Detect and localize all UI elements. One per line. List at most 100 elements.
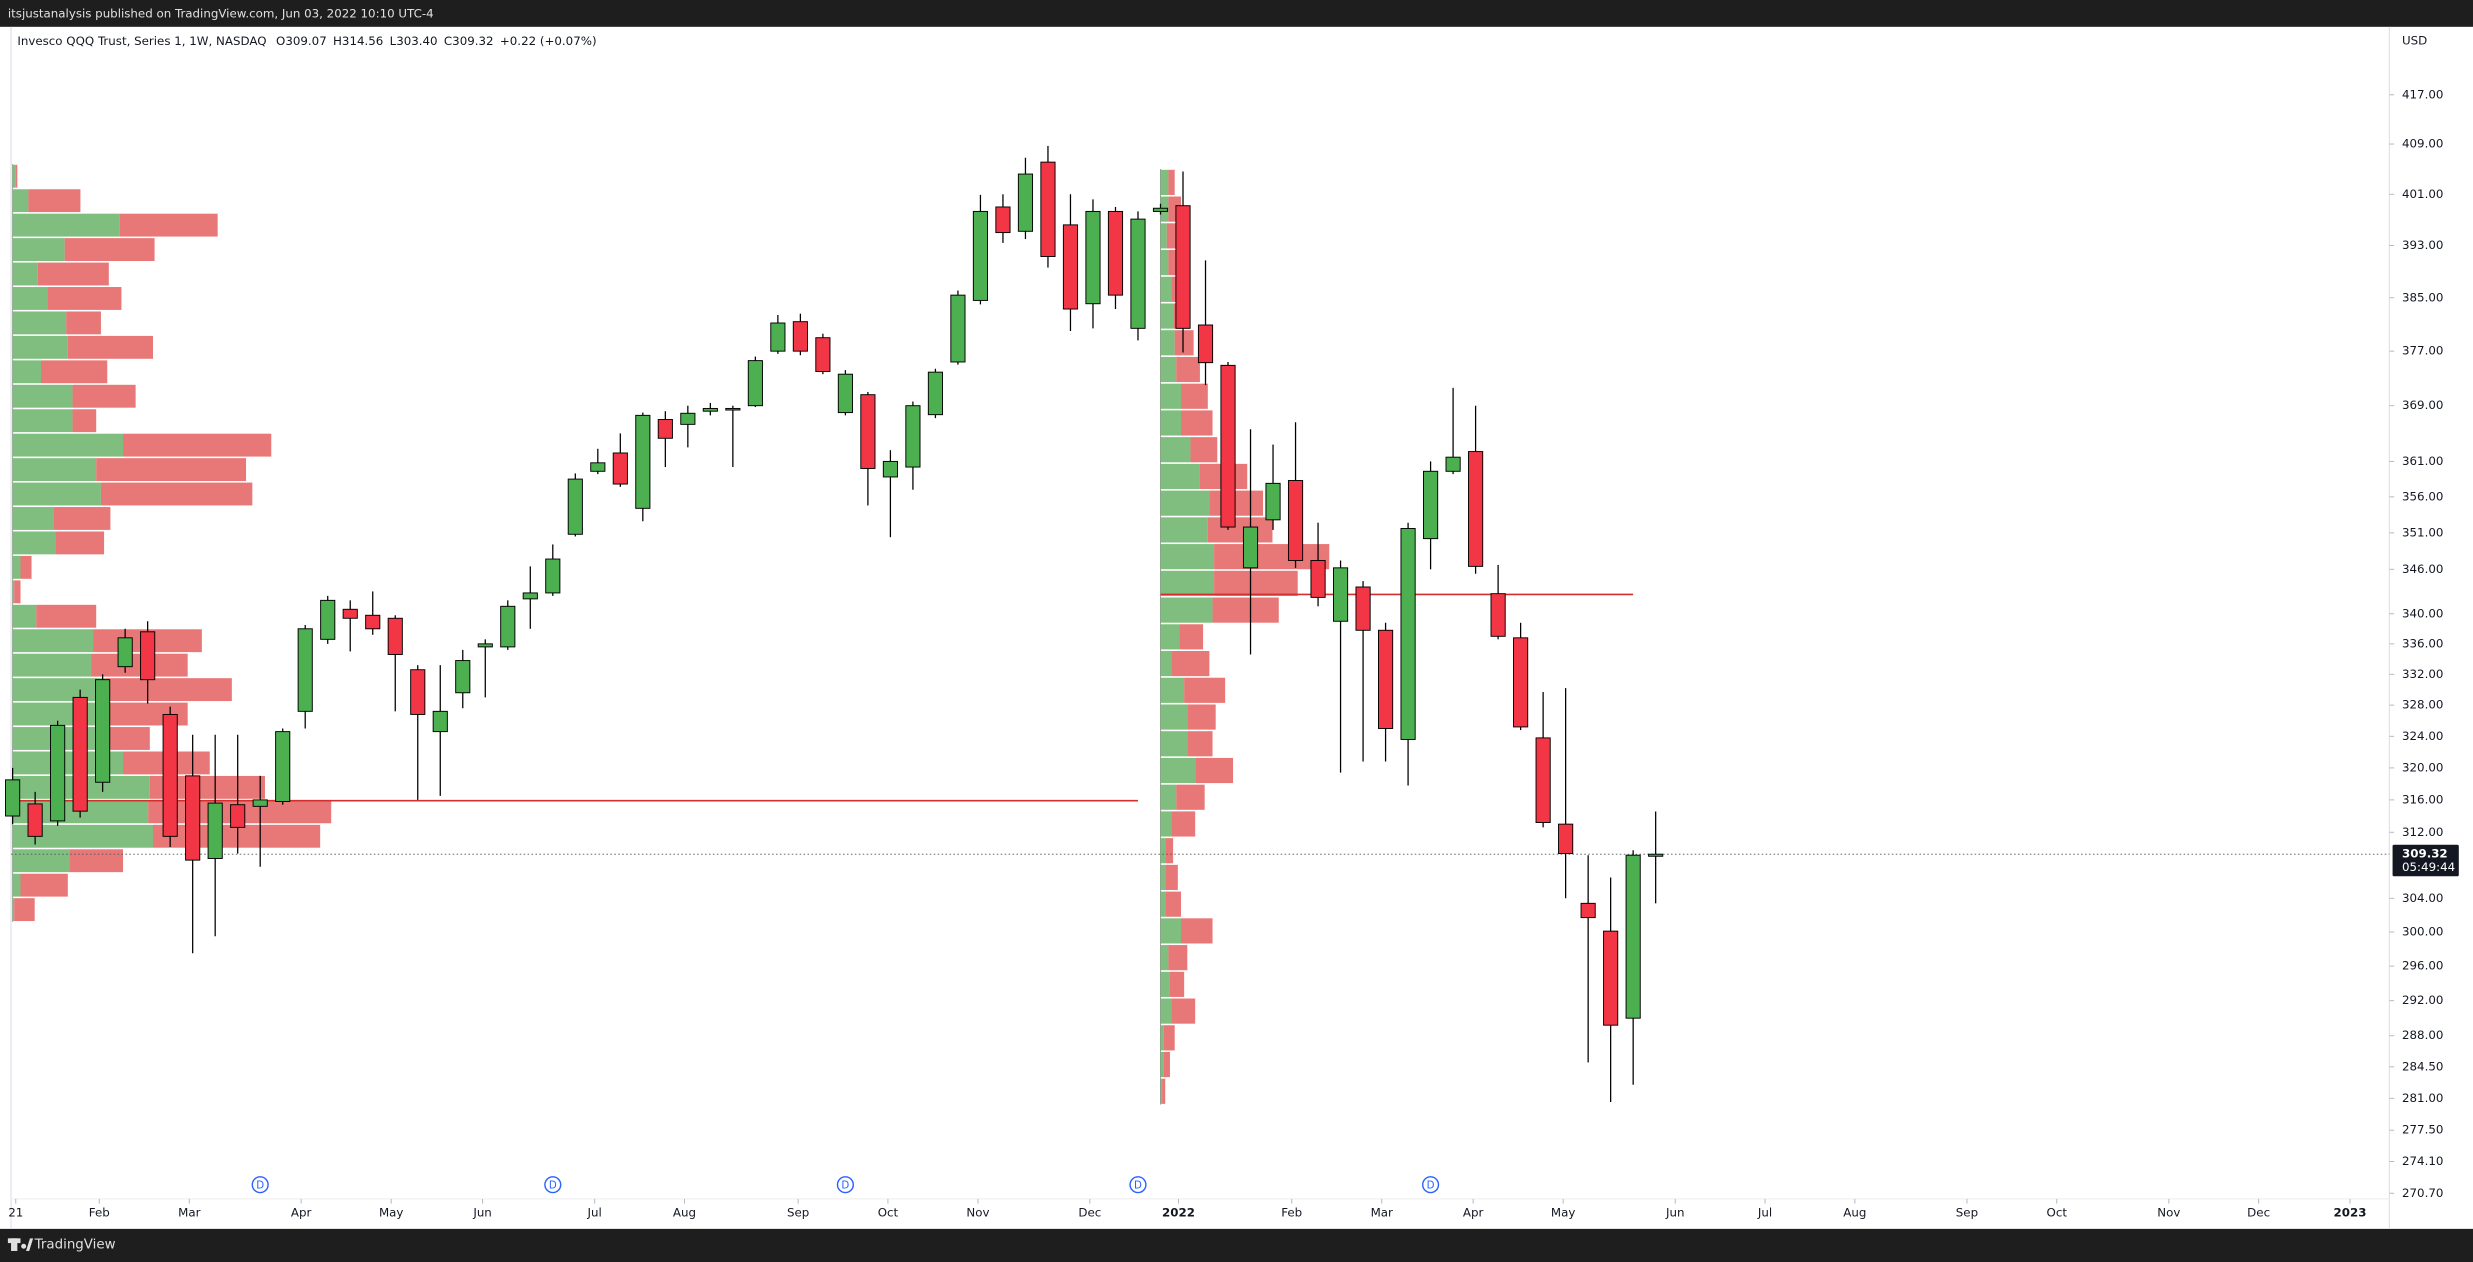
profile-down (96, 458, 247, 482)
y-tick-label: 288.00 (2402, 1028, 2443, 1042)
profile-down (14, 898, 35, 922)
profile-down (1195, 757, 1234, 784)
candle-body (950, 294, 966, 363)
candle (1242, 429, 1259, 655)
profile-down (1169, 971, 1185, 997)
profile-up (1160, 356, 1177, 383)
profile-down (108, 727, 150, 750)
profile-down (1163, 1051, 1170, 1078)
profile-down (1184, 677, 1226, 703)
profile-down (1174, 330, 1194, 356)
chart-area (0, 26, 2473, 1229)
candle (342, 600, 358, 652)
brand: TradingView (34, 1238, 116, 1253)
x-tick-label: Apr (1463, 1206, 1484, 1220)
profile-down (1171, 811, 1196, 837)
candle (477, 639, 493, 698)
dividend-marker (1421, 1176, 1440, 1194)
x-tick-label: 21 (8, 1206, 23, 1220)
candle (1625, 850, 1641, 1085)
profile-up (1160, 544, 1215, 570)
profile-down (1168, 945, 1188, 971)
candle-body (455, 660, 471, 694)
x-tick-label: Oct (878, 1206, 899, 1220)
candle-body (1468, 451, 1484, 567)
candle-body (320, 599, 336, 640)
y-tick-label: 312.00 (2402, 825, 2443, 839)
candle-body (1445, 456, 1461, 472)
profile-down (66, 311, 101, 335)
profile-down (28, 189, 81, 213)
candle (545, 544, 561, 596)
candle (1378, 622, 1394, 762)
candle-body (1287, 480, 1304, 561)
candle-body (117, 637, 133, 668)
candle (1580, 855, 1596, 1063)
y-tick-label: 385.00 (2402, 290, 2443, 304)
y-tick-label: 277.50 (2402, 1123, 2443, 1137)
y-tick-label: 284.50 (2402, 1059, 2443, 1073)
candle-body (140, 631, 156, 681)
profile-down (64, 238, 155, 262)
candle-body (297, 628, 313, 712)
profile-down (1166, 223, 1177, 249)
candle-body (1040, 161, 1056, 257)
x-tick-label: Apr (291, 1206, 312, 1220)
profile-up (12, 262, 38, 286)
profile-up (1160, 757, 1196, 784)
candle-body (1310, 560, 1326, 598)
profile-down (1179, 624, 1204, 650)
y-tick-label: 296.00 (2402, 959, 2443, 973)
candle-body (72, 696, 88, 812)
candle-body (770, 322, 786, 352)
x-tick-label: Mar (178, 1206, 200, 1220)
candle-body (567, 478, 583, 535)
profile-up (12, 238, 65, 262)
candle-body (1062, 224, 1079, 310)
profile-down (69, 849, 124, 873)
x-tick-label: May (379, 1206, 403, 1220)
candle-body (1648, 853, 1664, 857)
profile-up (1160, 410, 1182, 436)
candle-body (230, 804, 246, 828)
profile-down (119, 213, 218, 237)
y-tick-label: 346.00 (2402, 562, 2443, 576)
x-tick-label: Dec (2247, 1206, 2270, 1220)
dividend-marker (1129, 1176, 1147, 1194)
candle-body (882, 460, 898, 478)
candle (1152, 203, 1169, 215)
candle-body (545, 558, 561, 594)
candle-body (1355, 586, 1371, 631)
x-tick-label: Aug (673, 1206, 696, 1220)
candle (95, 674, 111, 792)
candle-body (1513, 637, 1529, 728)
candle (1445, 387, 1461, 475)
candle (1085, 199, 1101, 329)
profile-up (12, 604, 37, 628)
candle-body (860, 394, 876, 469)
candle (522, 566, 538, 629)
logo-part (26, 1238, 34, 1251)
y-tick-label: 377.00 (2402, 344, 2443, 358)
candle-body (972, 210, 989, 301)
profile-down (100, 482, 253, 506)
candle-body (410, 669, 426, 715)
candle (72, 689, 88, 818)
candle (1603, 877, 1619, 1102)
x-tick-label: Feb (89, 1206, 110, 1220)
candle-body (5, 779, 21, 817)
candle-body (657, 419, 673, 439)
countdown: 05:49:44 (2402, 860, 2455, 874)
candle-body (162, 713, 178, 837)
candle (162, 706, 178, 847)
profile-down (1165, 891, 1182, 917)
candle (1332, 560, 1349, 773)
candle (1648, 811, 1664, 904)
candle-body (1603, 930, 1619, 1026)
candle (320, 595, 336, 644)
profile-down (41, 360, 108, 384)
profile-up (1160, 437, 1191, 463)
candle-body (522, 592, 538, 600)
legend-change: +0.22 (+0.07%) (500, 34, 597, 48)
profile-up (12, 653, 92, 677)
